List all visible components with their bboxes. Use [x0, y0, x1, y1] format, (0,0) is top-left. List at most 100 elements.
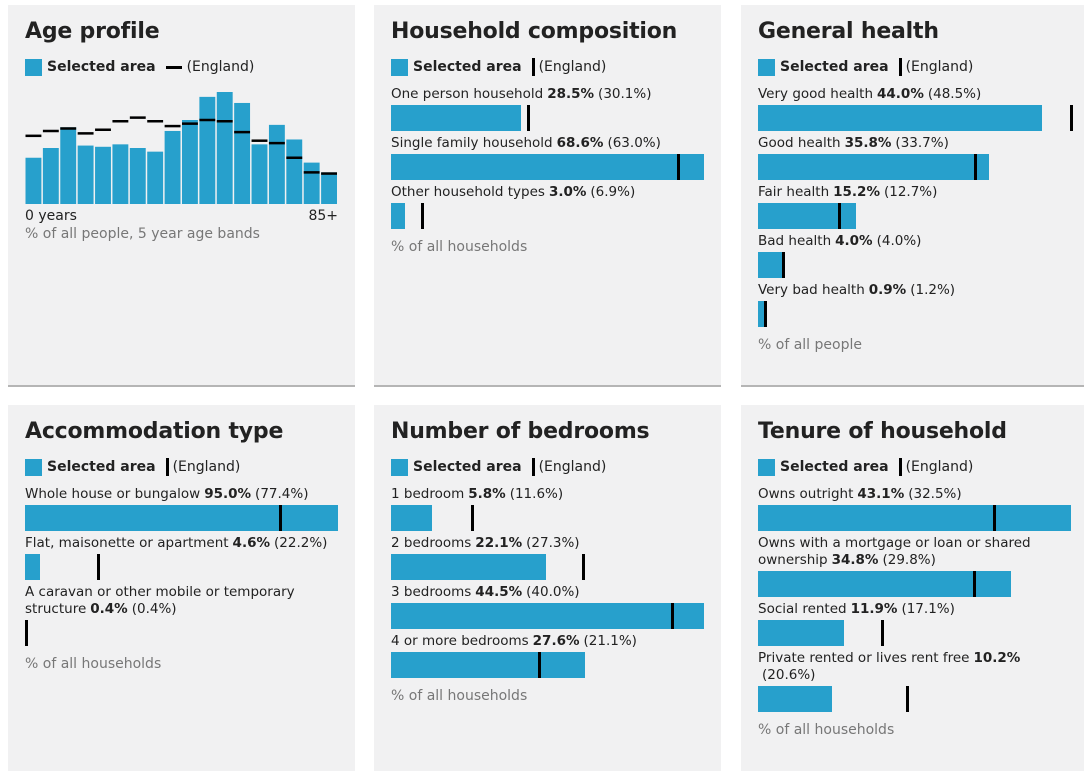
chart-panel: Tenure of household Selected area (England… [741, 405, 1084, 771]
chart-panel: Age profile Selected area (England) 0 years… [8, 5, 355, 387]
england-marker [96, 554, 100, 580]
bar-item: 3 bedrooms 44.5% (40.0%) [391, 584, 704, 629]
bar-item: Very bad health 0.9% (1.2%) [758, 282, 1071, 327]
england-marker [471, 505, 475, 531]
bar-track [758, 620, 1071, 646]
bar [391, 505, 432, 531]
bar [129, 148, 146, 204]
bar-track [25, 554, 338, 580]
legend-label: (England) [905, 59, 974, 75]
england-label: (21.1%) [583, 633, 637, 649]
bar-label: 3 bedrooms 44.5% (40.0%) [391, 584, 704, 601]
bar-label: Very bad health 0.9% (1.2%) [758, 282, 1071, 299]
legend-label: Selected area [47, 459, 156, 475]
bar [234, 102, 251, 204]
bar [758, 505, 1071, 531]
legend: Selected area (England) [391, 58, 704, 76]
bar-track [391, 652, 704, 678]
category-label: Bad health [758, 233, 832, 249]
bar-track [391, 505, 704, 531]
chart-panel: Number of bedrooms Selected area (England)… [374, 405, 721, 771]
legend-swatch [391, 58, 408, 76]
legend-marker [531, 458, 535, 476]
bar [391, 154, 704, 180]
bar-label: 2 bedrooms 22.1% (27.3%) [391, 535, 704, 552]
bar-track [758, 686, 1071, 712]
bar-item: Single family household 68.6% (63.0%) [391, 135, 704, 180]
bar-label: Single family household 68.6% (63.0%) [391, 135, 704, 152]
bar-label: Fair health 15.2% (12.7%) [758, 184, 1071, 201]
category-label: Owns outright [758, 486, 854, 502]
england-label: (1.2%) [910, 282, 956, 298]
bar-item: Good health 35.8% (33.7%) [758, 135, 1071, 180]
england-marker [537, 652, 541, 678]
england-marker [1069, 105, 1073, 131]
bar-label: Other household types 3.0% (6.9%) [391, 184, 704, 201]
category-label: Good health [758, 135, 841, 151]
bar-label: Very good health 44.0% (48.5%) [758, 86, 1071, 103]
value-label: 0.9% [868, 282, 907, 298]
bar [25, 505, 338, 531]
england-marker [278, 505, 282, 531]
category-label: 2 bedrooms [391, 535, 472, 551]
bar-item: 2 bedrooms 22.1% (27.3%) [391, 535, 704, 580]
note: % of all households [25, 656, 162, 672]
legend-marker [531, 58, 535, 76]
value-label: 43.1% [857, 486, 905, 502]
value-label: 28.5% [547, 86, 595, 102]
bar-item: A caravan or other mobile or temporary s… [25, 584, 338, 646]
england-label: (6.9%) [590, 184, 636, 200]
value-label: 44.0% [877, 86, 924, 102]
category-label: Private rented or lives rent free [758, 650, 970, 666]
england-marker [906, 686, 910, 712]
chart-title: Age profile [25, 19, 160, 44]
chart-panel: General health Selected area (England) Very… [741, 5, 1084, 387]
category-label: A caravan or other mobile or temporary s… [25, 584, 295, 617]
legend: Selected area (England) [25, 458, 338, 476]
england-marker [838, 203, 842, 229]
bar [42, 148, 59, 204]
bar [95, 146, 111, 204]
bar-label: Social rented 11.9% (17.1%) [758, 601, 1071, 618]
chart-title: Tenure of household [758, 419, 1007, 444]
bar [199, 96, 216, 204]
legend-swatch [391, 458, 408, 476]
bar-item: 4 or more bedrooms 27.6% (21.1%) [391, 633, 704, 678]
bar [758, 154, 990, 180]
england-marker [420, 203, 424, 229]
legend-label: Selected area [780, 459, 889, 475]
value-label: 68.6% [556, 135, 604, 151]
category-label: One person household [391, 86, 544, 102]
chart-title: General health [758, 19, 939, 44]
legend-label: Selected area [47, 59, 156, 75]
x-axis-labels: 0 years 85+ [25, 208, 338, 224]
category-label: Flat, maisonette or apartment [25, 535, 229, 551]
bar [251, 144, 268, 204]
england-marker [676, 154, 680, 180]
bar [164, 130, 181, 204]
england-marker [880, 620, 884, 646]
x-tick-label: 85+ [308, 208, 338, 224]
bar-item: Very good health 44.0% (48.5%) [758, 86, 1073, 131]
legend-marker [898, 58, 902, 76]
legend-swatch [758, 58, 775, 76]
legend-swatch [25, 458, 42, 476]
legend-label: Selected area [413, 459, 522, 475]
bar [216, 92, 233, 204]
bar-track [758, 505, 1071, 531]
category-label: Whole house or bungalow [25, 486, 201, 502]
category-label: 1 bedroom [391, 486, 465, 502]
category-label: 3 bedrooms [391, 584, 472, 600]
england-label: (20.6%) [762, 667, 816, 683]
note: % of all households [391, 688, 528, 704]
england-label: (27.3%) [526, 535, 580, 551]
note: % of all households [391, 239, 528, 255]
legend-label: (England) [186, 59, 255, 75]
bar [60, 127, 77, 204]
bar-track [758, 252, 1071, 278]
bar [758, 301, 764, 327]
bar [321, 172, 337, 204]
england-label: (29.8%) [882, 552, 936, 568]
value-label: 44.5% [475, 584, 523, 600]
